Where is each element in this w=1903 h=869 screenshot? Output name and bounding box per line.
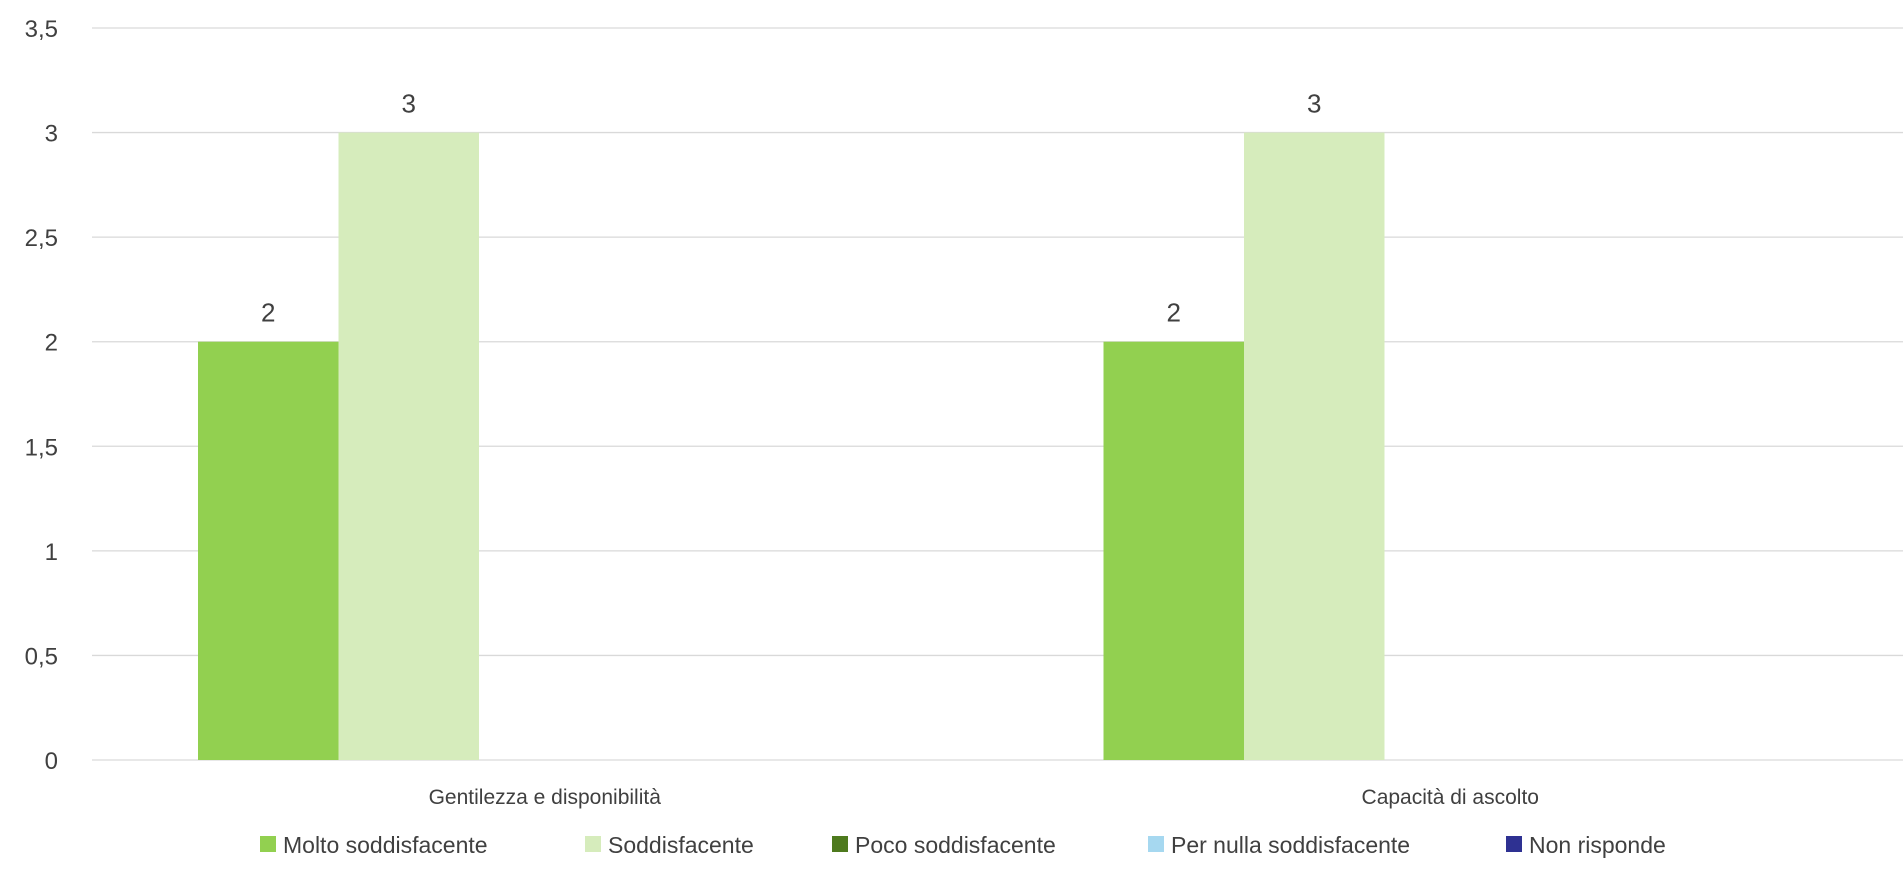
legend-label: Soddisfacente (608, 832, 754, 858)
legend-swatch (832, 836, 848, 852)
legend-swatch (585, 836, 601, 852)
y-tick-label: 0 (45, 748, 58, 775)
y-axis-ticks: 0 0,5 1 1,5 2 2,5 3 3,5 (25, 16, 58, 775)
data-labels: 2 3 2 3 (261, 89, 1321, 328)
bar-soddisfacente-0 (338, 132, 479, 761)
bar-molto-soddisfacente-0 (198, 341, 339, 760)
y-tick-label: 0,5 (25, 643, 58, 670)
data-label: 2 (1167, 298, 1181, 328)
y-tick-label: 2 (45, 330, 58, 357)
bar-molto-soddisfacente-1 (1103, 341, 1244, 760)
x-category-label: Capacità di ascolto (1362, 786, 1539, 809)
x-axis-categories: Gentilezza e disponibilità Capacità di as… (429, 786, 1539, 809)
bars (198, 132, 1385, 761)
data-label: 3 (402, 89, 416, 119)
legend-label: Per nulla soddisfacente (1171, 832, 1410, 858)
legend-label: Non risponde (1529, 832, 1666, 858)
data-label: 2 (261, 298, 275, 328)
data-label: 3 (1307, 89, 1321, 119)
y-tick-label: 1 (45, 539, 58, 566)
legend-swatch (1506, 836, 1522, 852)
legend-swatch (1148, 836, 1164, 852)
legend-label: Molto soddisfacente (283, 832, 488, 858)
legend-swatch (260, 836, 276, 852)
legend: Molto soddisfacente Soddisfacente Poco sod… (260, 832, 1666, 858)
y-tick-label: 3,5 (25, 16, 58, 43)
x-category-label: Gentilezza e disponibilità (429, 786, 662, 809)
y-tick-label: 3 (45, 121, 58, 148)
bar-soddisfacente-1 (1244, 132, 1385, 761)
y-tick-label: 2,5 (25, 225, 58, 252)
legend-label: Poco soddisfacente (855, 832, 1056, 858)
y-tick-label: 1,5 (25, 434, 58, 461)
